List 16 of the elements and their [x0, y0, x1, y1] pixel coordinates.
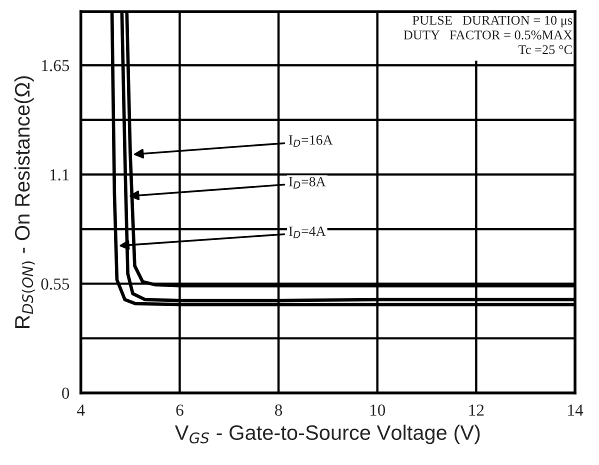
annotation: I$_{D}$=4A [288, 226, 326, 238]
y-tick-label: 1.65 [42, 60, 70, 72]
y-tick-label: 0 [62, 388, 70, 399]
x-tick-label: 6 [176, 404, 184, 416]
y-tick-label: 0.55 [41, 278, 70, 290]
x-tick-label: 4 [77, 404, 85, 416]
y-tick-label: 1.1 [50, 169, 69, 180]
annotation: PULSE DURATION = 10 μs DUTY FACTOR = 0.5%MAX Tc =25 °C [404, 16, 572, 54]
x-tick-label: 12 [469, 404, 484, 416]
y-axis-title: R$_{DS(ON)}$ - On Resistance(Ω) [14, 76, 35, 328]
x-tick-label: 14 [568, 404, 584, 416]
x-axis-title: V$_{GS}$ - Gate-to-Source Voltage (V) [174, 424, 480, 444]
annotation: I$_{D}$=8A [288, 177, 326, 189]
x-tick-label: 8 [275, 404, 282, 416]
annotation: I$_{D}$=16A [288, 135, 333, 147]
x-tick-label: 10 [370, 404, 386, 416]
